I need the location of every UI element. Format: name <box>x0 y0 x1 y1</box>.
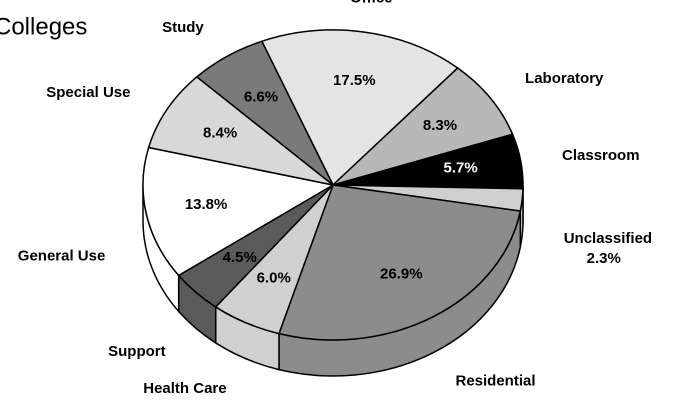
pie-slice <box>260 29 459 187</box>
value-label: 13.8% <box>185 196 228 213</box>
pie-slice <box>195 40 334 186</box>
category-label: Support <box>108 343 166 360</box>
category-label: Unclassified <box>564 230 652 247</box>
chart-title: Colleges <box>0 13 87 40</box>
category-label: Laboratory <box>525 70 604 87</box>
value-label: 2.3% <box>587 250 621 267</box>
category-label: General Use <box>18 248 106 265</box>
value-label: 4.5% <box>223 249 257 266</box>
pie-slice <box>147 75 334 186</box>
value-label: 17.5% <box>333 72 376 89</box>
category-label: Residential <box>455 373 535 390</box>
category-label: Classroom <box>562 147 640 164</box>
value-label: 8.3% <box>423 117 457 134</box>
category-label: Special Use <box>46 84 130 101</box>
value-label: 6.6% <box>244 88 278 105</box>
category-label: Health Care <box>143 380 226 397</box>
pie-slice <box>277 184 522 341</box>
category-label: Office <box>350 0 393 6</box>
value-label: 8.4% <box>203 125 237 142</box>
category-label: Study <box>162 19 204 36</box>
value-label: 5.7% <box>444 160 478 177</box>
pie-slice <box>142 146 336 277</box>
pie-slice <box>332 67 514 186</box>
value-label: 26.9% <box>380 265 423 282</box>
value-label: 6.0% <box>257 270 291 287</box>
